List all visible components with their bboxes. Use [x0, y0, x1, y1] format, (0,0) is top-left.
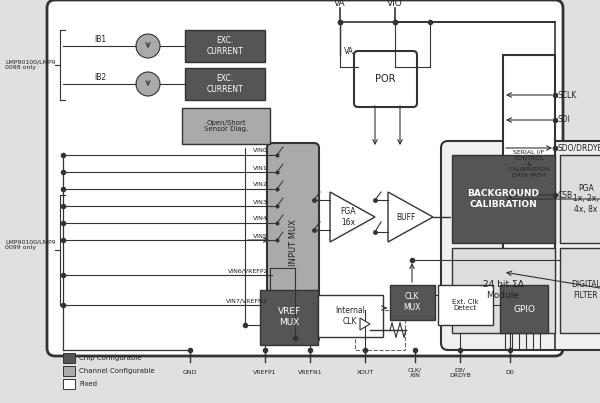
Text: Fixed: Fixed: [79, 381, 97, 387]
Text: VREFN1: VREFN1: [298, 370, 322, 376]
Text: GND: GND: [183, 370, 197, 376]
Text: IB2: IB2: [94, 73, 106, 83]
Bar: [452, 155, 555, 243]
Text: Channel Configurable: Channel Configurable: [79, 368, 155, 374]
Text: XOUT: XOUT: [356, 370, 374, 376]
Text: LMP90100/LMP9
0098 only: LMP90100/LMP9 0098 only: [5, 60, 56, 71]
Bar: [560, 155, 600, 243]
Circle shape: [136, 34, 160, 58]
Text: EXC.
CURRENT: EXC. CURRENT: [206, 74, 244, 94]
Polygon shape: [388, 192, 433, 242]
Text: POR: POR: [375, 74, 395, 84]
Polygon shape: [360, 318, 370, 330]
Text: VIN0: VIN0: [253, 148, 268, 154]
Text: VREF
MUX: VREF MUX: [277, 307, 301, 327]
Bar: [438, 285, 493, 325]
Polygon shape: [330, 192, 375, 242]
Text: VIN6/VREFP2: VIN6/VREFP2: [227, 268, 268, 274]
Text: GPIO: GPIO: [513, 305, 535, 314]
Text: IB1: IB1: [94, 35, 106, 44]
FancyBboxPatch shape: [354, 51, 417, 107]
Bar: [260, 290, 318, 345]
Text: Internal
CLK: Internal CLK: [335, 306, 365, 326]
Text: VIN5: VIN5: [253, 233, 268, 239]
Text: VIO: VIO: [387, 0, 403, 8]
Text: LMP90100/LMP9
0099 only: LMP90100/LMP9 0099 only: [5, 240, 56, 250]
Text: VIN4: VIN4: [253, 216, 268, 222]
Text: INPUT MUX: INPUT MUX: [289, 220, 298, 266]
Text: PGA
1x, 2x,
4x, 8x: PGA 1x, 2x, 4x, 8x: [573, 184, 599, 214]
Text: CSB: CSB: [558, 191, 573, 199]
FancyBboxPatch shape: [441, 141, 600, 350]
Text: Ext. Clk
Detect: Ext. Clk Detect: [452, 299, 478, 312]
Text: D8/
DRDYB: D8/ DRDYB: [449, 368, 471, 378]
Bar: [355, 310, 405, 350]
Text: D0: D0: [506, 370, 514, 376]
Bar: [503, 55, 555, 273]
Bar: [452, 248, 555, 333]
FancyBboxPatch shape: [267, 143, 319, 343]
Bar: [500, 285, 548, 333]
Text: VIN1: VIN1: [253, 166, 268, 170]
Text: SERIAL I/F
CONTROL
&
CALIBRATION
DATA PATH: SERIAL I/F CONTROL & CALIBRATION DATA PA…: [508, 150, 550, 178]
Text: VREFP1: VREFP1: [253, 370, 277, 376]
Text: SCLK: SCLK: [558, 91, 577, 100]
Text: Chip Configurable: Chip Configurable: [79, 355, 142, 361]
Text: CLK
MUX: CLK MUX: [403, 292, 421, 312]
Bar: [182, 108, 270, 144]
Text: BACKGROUND
CALIBRATION: BACKGROUND CALIBRATION: [467, 189, 539, 209]
Text: CLK/
XIN: CLK/ XIN: [408, 368, 422, 378]
Text: SDO/DRDYB: SDO/DRDYB: [558, 143, 600, 152]
Text: DIGITAL
FILTER: DIGITAL FILTER: [571, 280, 600, 300]
Text: VIN7/VREFN2: VIN7/VREFN2: [226, 299, 268, 303]
Text: FGA
16x: FGA 16x: [340, 207, 356, 227]
Bar: [63, 379, 75, 389]
Text: VA: VA: [334, 0, 346, 8]
Text: SDI: SDI: [558, 116, 571, 125]
Circle shape: [136, 72, 160, 96]
Bar: [185, 68, 265, 100]
Text: BUFF: BUFF: [397, 212, 416, 222]
Bar: [318, 295, 383, 337]
Bar: [185, 30, 265, 62]
Text: VA: VA: [344, 48, 354, 56]
Text: Open/Short
Sensor Diag.: Open/Short Sensor Diag.: [204, 120, 248, 133]
Text: VIN2: VIN2: [253, 183, 268, 187]
FancyBboxPatch shape: [47, 0, 563, 356]
Bar: [63, 353, 75, 363]
Bar: [390, 285, 435, 320]
Bar: [560, 248, 600, 333]
Text: VIN3: VIN3: [253, 199, 268, 204]
Text: EXC.
CURRENT: EXC. CURRENT: [206, 36, 244, 56]
Text: 24 bit ΣΔ
Module: 24 bit ΣΔ Module: [482, 280, 523, 300]
Bar: [63, 366, 75, 376]
